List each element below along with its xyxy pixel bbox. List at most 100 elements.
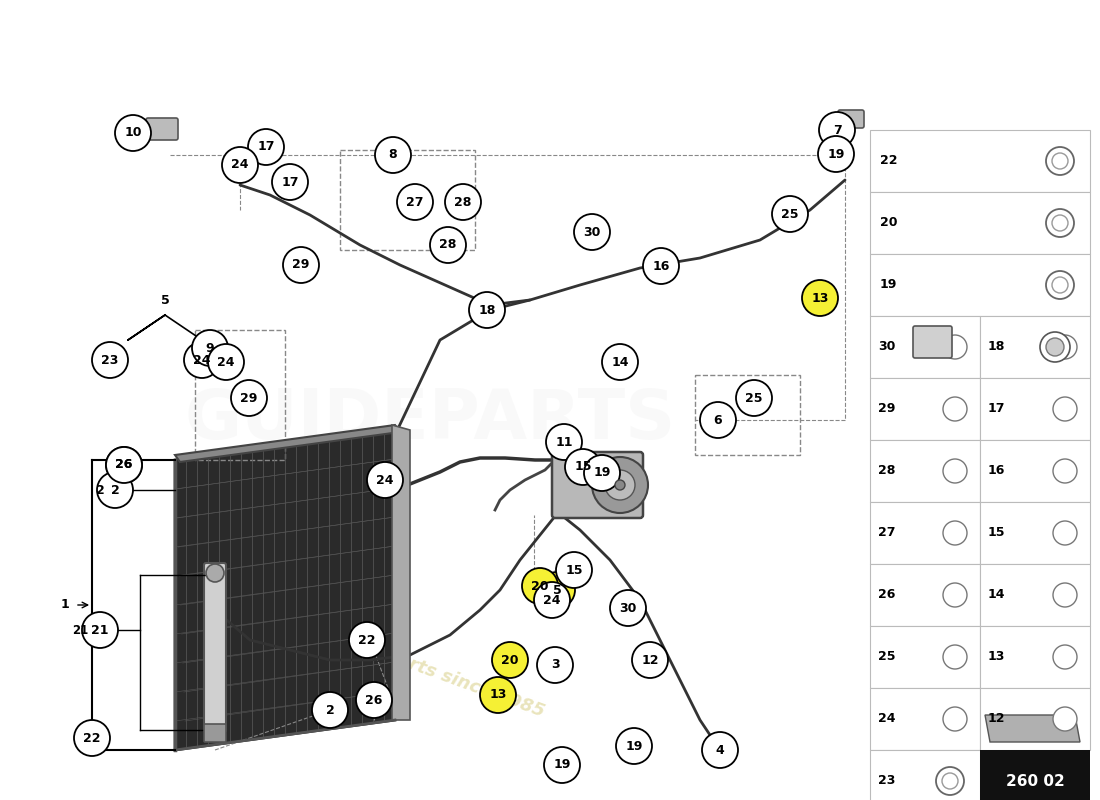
Text: 26: 26: [878, 589, 895, 602]
Text: 30: 30: [878, 341, 895, 354]
Polygon shape: [175, 425, 400, 462]
Circle shape: [522, 568, 558, 604]
Circle shape: [942, 773, 958, 789]
Text: 1: 1: [60, 598, 69, 611]
Text: 2: 2: [326, 703, 334, 717]
Circle shape: [1053, 397, 1077, 421]
Text: 23: 23: [878, 774, 895, 787]
Text: 16: 16: [652, 259, 670, 273]
Circle shape: [367, 462, 403, 498]
Text: 24: 24: [376, 474, 394, 486]
Text: 12: 12: [641, 654, 659, 666]
Text: 16: 16: [988, 465, 1005, 478]
Text: 28: 28: [454, 195, 472, 209]
Circle shape: [248, 129, 284, 165]
Circle shape: [605, 470, 635, 500]
Text: 14: 14: [612, 355, 629, 369]
Circle shape: [565, 449, 601, 485]
Circle shape: [936, 767, 964, 795]
Circle shape: [272, 164, 308, 200]
Circle shape: [356, 682, 392, 718]
Circle shape: [116, 115, 151, 151]
Text: 24: 24: [218, 355, 234, 369]
Circle shape: [1053, 335, 1077, 359]
Circle shape: [1046, 209, 1074, 237]
Polygon shape: [175, 430, 395, 750]
Circle shape: [206, 564, 224, 582]
Text: 27: 27: [406, 195, 424, 209]
Circle shape: [92, 342, 128, 378]
FancyBboxPatch shape: [552, 452, 644, 518]
Circle shape: [537, 647, 573, 683]
Text: 26: 26: [116, 458, 133, 471]
Text: 29: 29: [293, 258, 310, 271]
Circle shape: [312, 692, 348, 728]
FancyBboxPatch shape: [980, 316, 1090, 378]
Circle shape: [375, 137, 411, 173]
Circle shape: [1046, 338, 1064, 356]
Text: 19: 19: [880, 278, 898, 291]
Text: 30: 30: [583, 226, 601, 238]
Circle shape: [1046, 147, 1074, 175]
Circle shape: [702, 732, 738, 768]
FancyBboxPatch shape: [913, 326, 952, 358]
Circle shape: [1040, 332, 1070, 362]
Circle shape: [1052, 153, 1068, 169]
Text: 26: 26: [116, 458, 133, 471]
Text: 29: 29: [878, 402, 895, 415]
Circle shape: [943, 645, 967, 669]
Polygon shape: [984, 715, 1080, 742]
Text: 26: 26: [365, 694, 383, 706]
Text: 4: 4: [716, 743, 725, 757]
Circle shape: [592, 457, 648, 513]
Text: 12: 12: [988, 713, 1005, 726]
Circle shape: [736, 380, 772, 416]
Circle shape: [349, 622, 385, 658]
FancyBboxPatch shape: [146, 118, 178, 140]
Circle shape: [283, 247, 319, 283]
Text: 2: 2: [96, 483, 104, 497]
Text: 10: 10: [124, 126, 142, 139]
Circle shape: [943, 707, 967, 731]
Circle shape: [616, 728, 652, 764]
Text: GUIDEPARTS: GUIDEPARTS: [185, 386, 675, 454]
Text: 2: 2: [111, 483, 120, 497]
Text: 19: 19: [553, 758, 571, 771]
FancyBboxPatch shape: [204, 563, 226, 732]
Circle shape: [1053, 459, 1077, 483]
Circle shape: [534, 582, 570, 618]
Text: 20: 20: [531, 579, 549, 593]
Text: 30: 30: [619, 602, 637, 614]
Text: 13: 13: [490, 689, 507, 702]
Text: 19: 19: [593, 466, 611, 479]
Text: 11: 11: [556, 435, 573, 449]
Circle shape: [192, 330, 228, 366]
Text: 24: 24: [543, 594, 561, 606]
Text: 27: 27: [878, 526, 895, 539]
FancyBboxPatch shape: [870, 750, 980, 800]
Text: 22: 22: [880, 154, 898, 167]
Circle shape: [492, 642, 528, 678]
Circle shape: [397, 184, 433, 220]
FancyBboxPatch shape: [870, 130, 1090, 192]
Circle shape: [1053, 583, 1077, 607]
Circle shape: [106, 447, 142, 483]
Circle shape: [943, 397, 967, 421]
Text: 15: 15: [988, 526, 1005, 539]
FancyBboxPatch shape: [870, 502, 980, 564]
Text: 24: 24: [194, 354, 211, 366]
Circle shape: [1053, 707, 1077, 731]
Circle shape: [772, 196, 808, 232]
Circle shape: [818, 136, 854, 172]
Circle shape: [615, 480, 625, 490]
Circle shape: [820, 112, 855, 148]
Text: 20: 20: [502, 654, 519, 666]
Text: 25: 25: [746, 391, 762, 405]
Text: 17: 17: [282, 175, 299, 189]
Text: a passion for parts since 1985: a passion for parts since 1985: [253, 599, 547, 721]
Circle shape: [632, 642, 668, 678]
Circle shape: [222, 147, 258, 183]
Text: 7: 7: [833, 123, 842, 137]
FancyBboxPatch shape: [870, 316, 980, 378]
Circle shape: [539, 572, 575, 608]
